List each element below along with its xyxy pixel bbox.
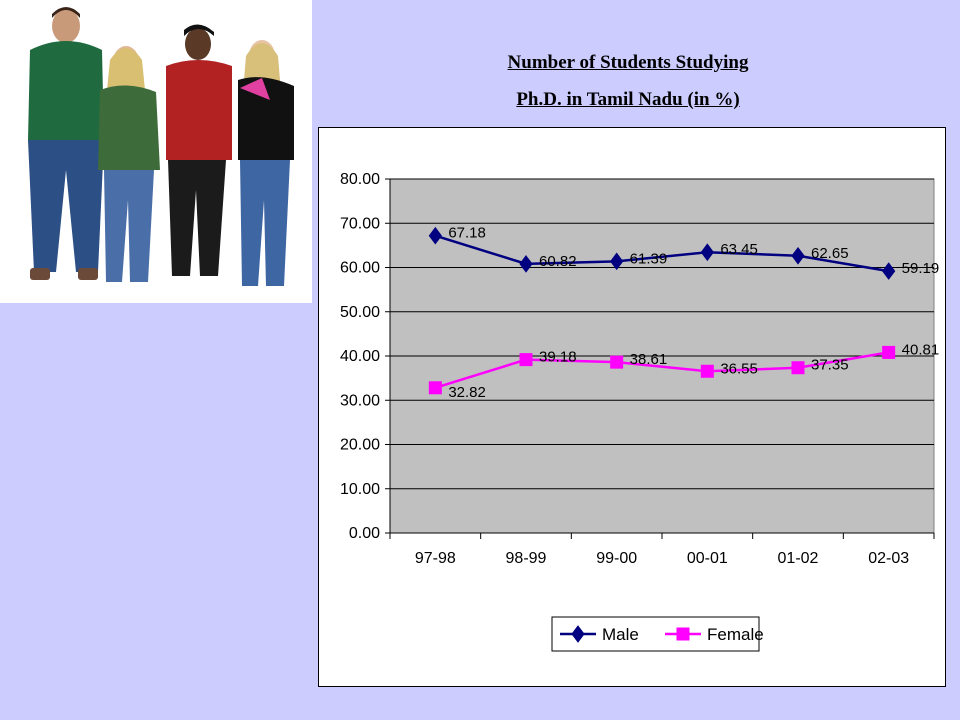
female-data-point (791, 361, 805, 375)
title-line-1: Number of Students Studying (507, 52, 749, 73)
y-tick-label: 80.00 (340, 171, 380, 188)
female-data-point (700, 364, 714, 378)
male-data-label: 60.82 (539, 253, 577, 270)
y-tick-label: 60.00 (340, 260, 380, 277)
x-tick-label: 00-01 (687, 550, 728, 567)
male-legend-marker (571, 625, 585, 643)
male-data-point (428, 226, 442, 245)
y-tick-label: 30.00 (340, 392, 380, 409)
male-series-line (434, 234, 889, 273)
student-figure-3 (166, 24, 232, 276)
slide-title: Number of Students Studying Ph.D. in Tam… (318, 44, 938, 118)
female-data-point (519, 353, 533, 367)
y-tick-label: 40.00 (340, 348, 380, 365)
y-tick-label: 0.00 (349, 525, 380, 542)
male-data-point (882, 262, 896, 280)
female-data-label: 39.18 (539, 349, 577, 366)
x-tick-label: 99-00 (596, 550, 637, 567)
line-chart: 0.00 10.00 20.00 30.00 40.00 50.00 60.00 70.00 8… (340, 171, 940, 652)
y-tick-label: 70.00 (340, 215, 380, 232)
x-tick-label: 02-03 (868, 550, 909, 567)
x-tick-label: 97-98 (415, 550, 456, 567)
title-line-2: Ph.D. in Tamil Nadu (in %) (516, 89, 740, 110)
female-data-label: 36.55 (720, 360, 758, 377)
male-data-point (519, 255, 533, 273)
x-tick-label: 98-99 (506, 550, 547, 567)
female-series-line (434, 351, 889, 389)
female-data-point (610, 355, 624, 369)
female-legend-label: Female (707, 625, 764, 644)
male-data-point (610, 252, 624, 271)
male-legend-label: Male (602, 625, 639, 644)
y-tick-label: 50.00 (340, 304, 380, 321)
student-figure-1 (28, 7, 104, 280)
student-figure-2 (98, 46, 160, 282)
male-data-point (700, 243, 714, 262)
male-data-point (791, 246, 805, 265)
female-data-point (882, 345, 896, 359)
female-legend-marker (676, 627, 690, 641)
y-tick-label: 20.00 (340, 437, 380, 454)
male-data-label: 63.45 (720, 241, 758, 258)
female-data-label: 38.61 (630, 351, 668, 368)
student-figure-4 (238, 40, 294, 286)
female-data-label: 37.35 (811, 357, 849, 374)
female-data-point (428, 381, 442, 395)
students-photo (0, 0, 312, 303)
male-data-label: 61.39 (630, 250, 668, 267)
male-data-label: 62.65 (811, 245, 849, 262)
female-data-label: 40.81 (902, 341, 940, 358)
male-data-label: 59.19 (902, 260, 940, 277)
y-tick-label: 10.00 (340, 481, 380, 498)
female-data-label: 32.82 (448, 384, 486, 401)
chart-frame: 0.00 10.00 20.00 30.00 40.00 50.00 60.00 70.00 8… (318, 127, 946, 687)
x-tick-label: 01-02 (778, 550, 819, 567)
male-data-label: 67.18 (448, 225, 486, 242)
